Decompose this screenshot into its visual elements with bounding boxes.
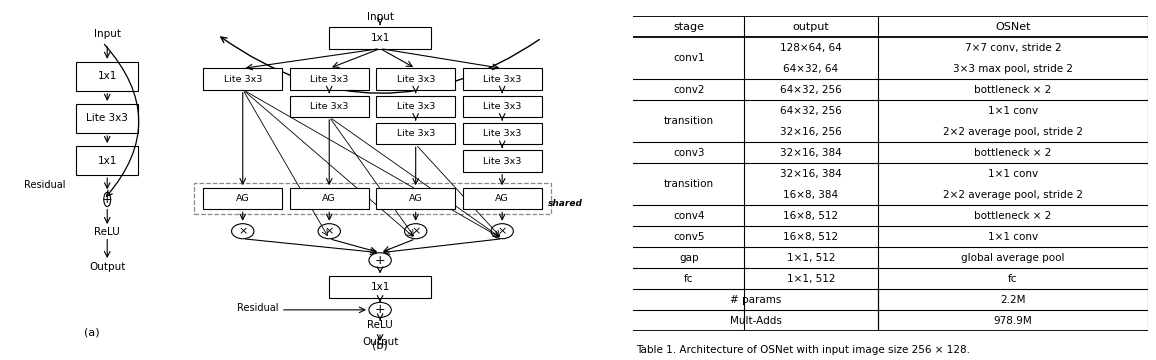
Text: 64×32, 256: 64×32, 256 [780, 85, 842, 95]
Text: Input: Input [94, 29, 120, 39]
Text: Lite 3x3: Lite 3x3 [397, 75, 435, 84]
FancyBboxPatch shape [462, 96, 541, 117]
Text: 1x1: 1x1 [97, 156, 117, 166]
Text: global average pool: global average pool [961, 253, 1065, 263]
Text: Lite 3x3: Lite 3x3 [223, 75, 262, 84]
Text: 1×1 conv: 1×1 conv [988, 232, 1038, 242]
Text: 16×8, 384: 16×8, 384 [784, 190, 838, 200]
Text: AG: AG [409, 194, 422, 203]
FancyBboxPatch shape [76, 62, 139, 91]
Text: Residual: Residual [237, 303, 279, 313]
Text: gap: gap [679, 253, 698, 263]
FancyBboxPatch shape [377, 188, 455, 209]
Text: shared: shared [548, 199, 583, 208]
Text: 1x1: 1x1 [370, 33, 390, 43]
Text: AG: AG [496, 194, 509, 203]
FancyBboxPatch shape [377, 96, 455, 117]
Text: +: + [102, 193, 112, 206]
Text: ReLU: ReLU [95, 227, 120, 237]
Text: transition: transition [664, 179, 714, 189]
Text: 1×1 conv: 1×1 conv [988, 169, 1038, 179]
Text: Lite 3x3: Lite 3x3 [483, 102, 521, 111]
Text: 1×1, 512: 1×1, 512 [787, 274, 836, 284]
Text: bottleneck × 2: bottleneck × 2 [975, 148, 1052, 158]
Text: 64×32, 64: 64×32, 64 [784, 64, 838, 74]
FancyBboxPatch shape [329, 276, 431, 298]
FancyBboxPatch shape [462, 68, 541, 90]
Text: 16×8, 512: 16×8, 512 [784, 211, 838, 221]
Text: conv3: conv3 [673, 148, 704, 158]
Text: ×: × [412, 226, 421, 236]
Text: 1x1: 1x1 [97, 71, 117, 81]
Text: Residual: Residual [24, 180, 66, 190]
Text: Lite 3x3: Lite 3x3 [483, 129, 521, 138]
Text: 2.2M: 2.2M [1000, 295, 1025, 305]
Text: AG: AG [323, 194, 336, 203]
Text: ×: × [238, 226, 247, 236]
Text: conv4: conv4 [673, 211, 704, 221]
Text: output: output [793, 22, 829, 32]
FancyBboxPatch shape [462, 188, 541, 209]
FancyBboxPatch shape [290, 68, 369, 90]
Text: bottleneck × 2: bottleneck × 2 [975, 85, 1052, 95]
Text: 1×1 conv: 1×1 conv [988, 106, 1038, 116]
Text: fc: fc [1008, 274, 1017, 284]
Text: Lite 3x3: Lite 3x3 [483, 75, 521, 84]
Text: 978.9M: 978.9M [993, 316, 1032, 326]
Text: Lite 3x3: Lite 3x3 [310, 75, 348, 84]
Text: +: + [375, 303, 385, 316]
Text: transition: transition [664, 116, 714, 126]
Text: Lite 3x3: Lite 3x3 [483, 157, 521, 166]
Text: AG: AG [236, 194, 250, 203]
Text: ×: × [497, 226, 506, 236]
FancyBboxPatch shape [462, 150, 541, 172]
Text: Lite 3x3: Lite 3x3 [310, 102, 348, 111]
Text: ×: × [325, 226, 334, 236]
Text: Lite 3x3: Lite 3x3 [397, 129, 435, 138]
FancyBboxPatch shape [462, 123, 541, 144]
Text: bottleneck × 2: bottleneck × 2 [975, 211, 1052, 221]
Text: conv5: conv5 [673, 232, 704, 242]
FancyBboxPatch shape [290, 96, 369, 117]
Text: Input: Input [366, 13, 393, 22]
Text: 32×16, 384: 32×16, 384 [780, 169, 842, 179]
Text: (b): (b) [372, 341, 388, 351]
Text: 32×16, 256: 32×16, 256 [780, 127, 842, 137]
Text: 7×7 conv, stride 2: 7×7 conv, stride 2 [964, 43, 1061, 53]
Text: 64×32, 256: 64×32, 256 [780, 106, 842, 116]
FancyBboxPatch shape [329, 27, 431, 49]
FancyBboxPatch shape [203, 188, 282, 209]
Text: 2×2 average pool, stride 2: 2×2 average pool, stride 2 [943, 127, 1083, 137]
FancyBboxPatch shape [377, 68, 455, 90]
Text: fc: fc [684, 274, 694, 284]
Text: Table 1. Architecture of OSNet with input image size 256 × 128.: Table 1. Architecture of OSNet with inpu… [636, 345, 970, 355]
Text: Lite 3x3: Lite 3x3 [87, 113, 128, 123]
Text: Output: Output [89, 262, 125, 273]
Text: 3×3 max pool, stride 2: 3×3 max pool, stride 2 [953, 64, 1073, 74]
FancyBboxPatch shape [203, 68, 282, 90]
Text: 1×1, 512: 1×1, 512 [787, 253, 836, 263]
Text: 16×8, 512: 16×8, 512 [784, 232, 838, 242]
Text: +: + [375, 254, 385, 267]
FancyBboxPatch shape [290, 188, 369, 209]
FancyBboxPatch shape [76, 146, 139, 175]
Text: ReLU: ReLU [368, 320, 393, 329]
Text: Output: Output [362, 337, 399, 347]
Text: stage: stage [673, 22, 704, 32]
Text: # params: # params [729, 295, 781, 305]
Text: 1x1: 1x1 [370, 282, 390, 292]
Text: conv1: conv1 [673, 53, 704, 63]
Text: 32×16, 384: 32×16, 384 [780, 148, 842, 158]
Text: Lite 3x3: Lite 3x3 [397, 102, 435, 111]
Text: Mult-Adds: Mult-Adds [729, 316, 781, 326]
Text: 2×2 average pool, stride 2: 2×2 average pool, stride 2 [943, 190, 1083, 200]
Text: 128×64, 64: 128×64, 64 [780, 43, 842, 53]
Text: (a): (a) [83, 327, 99, 337]
FancyBboxPatch shape [76, 104, 139, 133]
Text: OSNet: OSNet [995, 22, 1031, 32]
FancyBboxPatch shape [377, 123, 455, 144]
Text: conv2: conv2 [673, 85, 704, 95]
